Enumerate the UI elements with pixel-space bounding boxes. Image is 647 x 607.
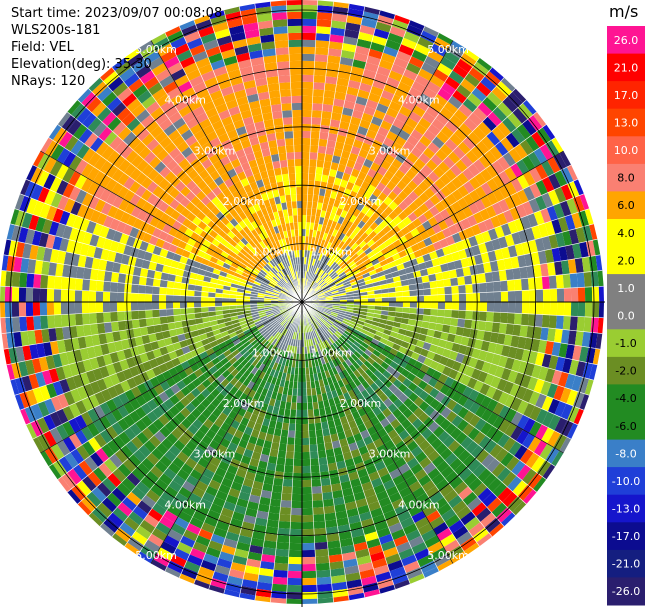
spoke-line [301, 40, 454, 303]
start-time-text: Start time: 2023/09/07 00:08:08 [11, 6, 223, 21]
colorbar-tick-label: 6.0 [617, 199, 635, 212]
colorbar-segment [607, 219, 645, 248]
range-ring-label: 3.00km [369, 448, 411, 461]
colorbar-segment [607, 439, 645, 468]
range-ring-label: 3.00km [194, 144, 236, 157]
elevation-text: Elevation(deg): 35.30 [11, 57, 152, 72]
colorbar-segment [607, 163, 645, 192]
colorbar-tick-labels: 26.0 21.0 17.0 13.0 10.0 8.0 6.0 4.0 2.0 1.0 0.0 -1… [612, 34, 640, 598]
colorbar-segment [607, 522, 645, 551]
colorbar-segment [607, 136, 645, 165]
colorbar-tick-label: 1.0 [617, 282, 635, 295]
colorbar-tick-label: -21.0 [612, 558, 640, 571]
range-ring-label: 2.00km [340, 397, 382, 410]
range-ring-label: 1.00km [310, 245, 352, 258]
range-ring-label: 1.00km [310, 347, 352, 360]
colorbar-tick-label: -8.0 [615, 447, 636, 460]
colorbar-tick-label: -13.0 [612, 503, 640, 516]
range-ring-label: 5.00km [135, 43, 177, 56]
velocity-colorbar: m/s 26.0 21.0 17.0 13.0 10.0 8.0 6.0 4.0 2.0 1.0 0… [607, 2, 645, 606]
colorbar-unit: m/s [609, 2, 638, 21]
range-ring-labels: 1.00km 1.00km 1.00km 1.00km 2.00km 2.00km 2.00… [135, 43, 469, 562]
spoke-line [40, 301, 303, 454]
field-name: Field: VEL [11, 40, 74, 55]
colorbar-tick-label: 10.0 [614, 144, 639, 157]
colorbar-tick-label: 2.0 [617, 254, 635, 267]
ppi-velocity-display: 1.00km 1.00km 1.00km 1.00km 2.00km 2.00km 2.00… [0, 0, 605, 607]
range-ring-label: 5.00km [427, 549, 469, 562]
colorbar-segment [607, 329, 645, 358]
range-ring-label: 3.00km [194, 448, 236, 461]
range-ring-label: 4.00km [398, 94, 440, 107]
colorbar-tick-label: -26.0 [612, 585, 640, 598]
colorbar-tick-label: 13.0 [614, 117, 639, 130]
spoke-line [150, 301, 303, 564]
range-ring-label: 1.00km [252, 245, 294, 258]
colorbar-tick-label: 21.0 [614, 61, 639, 74]
colorbar-segment [607, 246, 645, 275]
colorbar-segment [607, 356, 645, 385]
colorbar-segment [607, 384, 645, 413]
range-ring-label: 5.00km [427, 43, 469, 56]
colorbar-segment [607, 108, 645, 137]
range-ring-label: 1.00km [252, 347, 294, 360]
colorbar-tick-label: 4.0 [617, 227, 635, 240]
spoke-line [301, 301, 454, 564]
colorbar-tick-label: 26.0 [614, 34, 639, 47]
colorbar-tick-label: -1.0 [615, 337, 636, 350]
colorbar-tick-label: 8.0 [617, 172, 635, 185]
colorbar-tick-label: -10.0 [612, 475, 640, 488]
spoke-line [150, 40, 303, 303]
range-ring-label: 4.00km [398, 498, 440, 511]
colorbar-tick-label: -17.0 [612, 530, 640, 543]
range-ring-label: 3.00km [369, 144, 411, 157]
colorbar-segment [607, 274, 645, 303]
colorbar-segment [607, 301, 645, 330]
colorbar-segment [607, 26, 645, 55]
spoke-line [40, 150, 303, 303]
colorbar-segment [607, 467, 645, 496]
velocity-gates [0, 0, 604, 604]
colorbar-segment [607, 191, 645, 220]
range-ring-label: 5.00km [135, 549, 177, 562]
colorbar-segment [607, 549, 645, 578]
range-ring-label: 4.00km [164, 94, 206, 107]
colorbar-tick-label: -4.0 [615, 392, 636, 405]
nrays-text: NRays: 120 [11, 74, 86, 89]
colorbar-segment [607, 81, 645, 110]
spoke-line [301, 301, 564, 454]
colorbar-segment [607, 412, 645, 441]
instrument-name: WLS200s-181 [11, 23, 101, 38]
colorbar-tick-label: 0.0 [617, 310, 635, 323]
colorbar-tick-label: -2.0 [615, 365, 636, 378]
spoke-line [301, 150, 564, 303]
colorbar-segment [607, 53, 645, 82]
range-ring-label: 2.00km [223, 397, 265, 410]
colorbar-segment [607, 577, 645, 606]
range-ring-label: 2.00km [340, 195, 382, 208]
range-ring-label: 4.00km [164, 498, 206, 511]
colorbar-segments [607, 26, 645, 606]
colorbar-tick-label: 17.0 [614, 89, 639, 102]
range-ring-label: 2.00km [223, 195, 265, 208]
colorbar-segment [607, 494, 645, 523]
colorbar-tick-label: -6.0 [615, 420, 636, 433]
